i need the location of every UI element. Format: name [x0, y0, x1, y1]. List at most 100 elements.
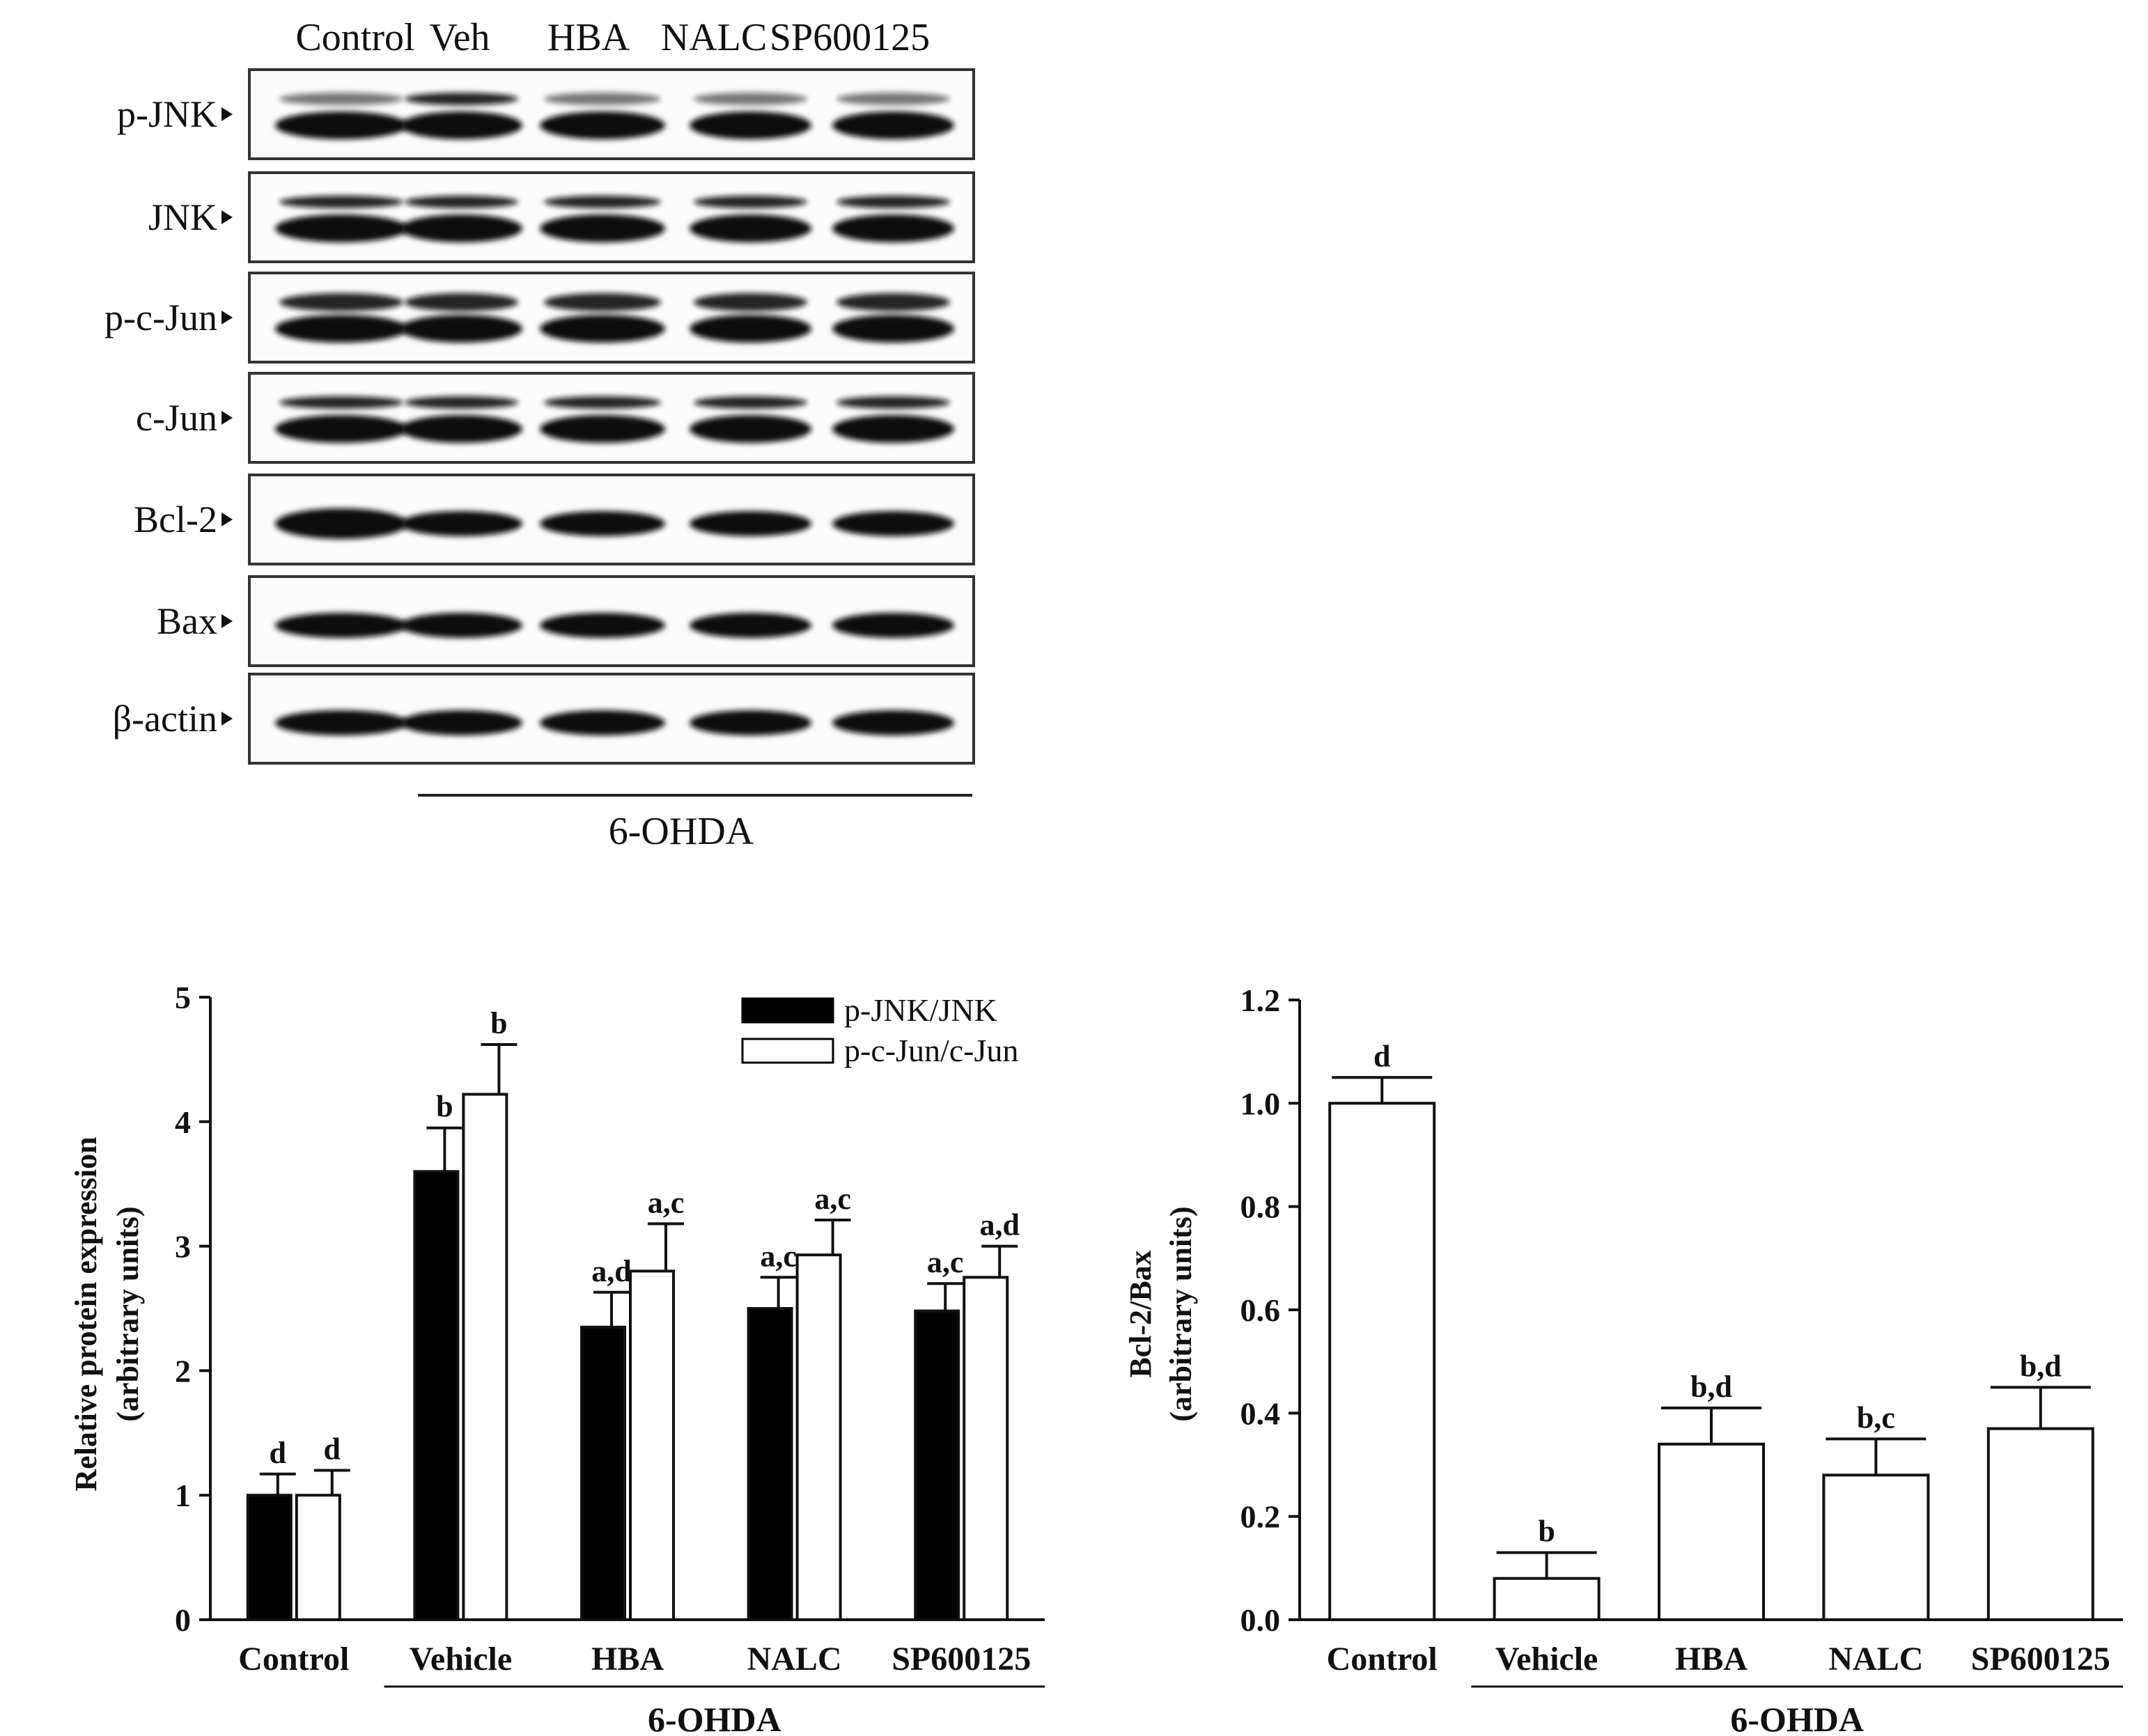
blot-lane-label-nalc: NALC [661, 16, 767, 59]
blot-band [279, 396, 403, 409]
blot-band [694, 93, 807, 105]
blot-lane-label-veh: Veh [429, 16, 490, 59]
blot-band [832, 315, 954, 343]
blot-band [690, 415, 811, 443]
blot-row-label: c-Jun [136, 397, 217, 439]
legend-label-p-jnk: p-JNK/JNK [844, 992, 997, 1028]
y-tick-label: 2 [175, 1353, 191, 1389]
blot-row-p-c-jun: p-c-Jun [104, 272, 975, 363]
chart1-legend: p-JNK/JNK p-c-Jun/c-Jun [741, 992, 1018, 1068]
blot-band [279, 293, 403, 311]
y-tick-label: 0.6 [1240, 1292, 1281, 1328]
blot-band [832, 710, 954, 735]
bar-nalc-p-c-jun-c-jun [795, 1253, 842, 1621]
blot-band [540, 710, 665, 735]
significance-label: a,c [927, 1245, 964, 1279]
x-tick-label-sp600125: SP600125 [1971, 1641, 2110, 1678]
significance-label: b,d [1690, 1370, 1732, 1404]
y-tick-label: 0.8 [1240, 1189, 1281, 1225]
chart1-ylabel-units: (arbitrary units) [111, 1206, 145, 1421]
blot-band [405, 396, 518, 409]
blot-band [832, 111, 954, 139]
arrowhead-icon [221, 107, 233, 121]
blot-row-label: p-c-Jun [104, 297, 217, 338]
bar-sp600125 [1986, 1427, 2094, 1621]
bar-vehicle-p-c-jun-c-jun [462, 1093, 508, 1621]
western-blot: Control Veh HBA NALC SP600125 p-JNK JNK p-c-Ju… [104, 16, 975, 853]
blot-band [690, 613, 811, 638]
bar-nalc-p-jnk-jnk [747, 1307, 793, 1621]
blot-band [400, 315, 522, 343]
significance-label: b [436, 1090, 453, 1124]
chart1-ylabel: Relative protein expression [69, 1136, 103, 1491]
y-tick-label: 1.0 [1240, 1086, 1281, 1121]
y-tick-label: 0.2 [1240, 1499, 1281, 1535]
blot-band [400, 214, 522, 242]
blot-band [694, 396, 807, 409]
y-tick-label: 1.2 [1240, 983, 1281, 1018]
bar-vehicle-p-jnk-jnk [413, 1170, 460, 1621]
blot-band [836, 396, 950, 409]
blot-band [279, 93, 403, 105]
bar-nalc [1822, 1473, 1930, 1621]
blot-band [832, 511, 954, 536]
blot-band [275, 508, 407, 539]
blot-band [275, 415, 407, 443]
blot-lane-labels: Control Veh HBA NALC SP600125 [295, 16, 930, 59]
blot-band [405, 293, 518, 311]
blot-lane-label-control: Control [295, 16, 414, 59]
chart2-axes: 0.0 0.2 0.4 0.6 0.8 1.0 1.2 Control Vehicle HBA NA… [1240, 983, 2123, 1736]
blot-band [544, 293, 661, 311]
chart1-bars: d b a,d a,c a,c d b a,c a,c a,d [246, 1006, 1020, 1622]
x-tick-label-sp600125: SP600125 [892, 1641, 1031, 1678]
blot-band [275, 710, 407, 735]
y-tick-label: 5 [175, 980, 191, 1015]
significance-label: b,c [1857, 1400, 1895, 1434]
arrowhead-icon [221, 311, 233, 324]
arrowhead-icon [221, 712, 233, 726]
significance-label: a,d [979, 1208, 1019, 1242]
y-tick-label: 1 [175, 1478, 191, 1513]
blot-band [694, 293, 807, 311]
blot-row-p-jnk: p-JNK [117, 68, 975, 160]
blot-band [279, 196, 403, 208]
blot-band [400, 613, 522, 638]
blot-lane-label-sp600125: SP600125 [770, 16, 930, 59]
group-label: 6-OHDA [648, 1700, 781, 1733]
y-tick-label: 4 [175, 1104, 191, 1140]
x-tick-label-hba: HBA [1675, 1641, 1748, 1678]
blot-band [540, 511, 665, 536]
legend-label-p-c-jun: p-c-Jun/c-Jun [844, 1033, 1018, 1068]
blot-band [275, 111, 407, 139]
blot-band [690, 511, 811, 536]
blot-row-c-jun: c-Jun [136, 372, 975, 464]
significance-label: d [270, 1436, 286, 1470]
bar-hba-p-jnk-jnk [580, 1325, 626, 1621]
bar-control-p-c-jun-c-jun [295, 1494, 341, 1621]
blot-band [544, 93, 661, 105]
bar-vehicle [1493, 1577, 1601, 1622]
x-tick-label-nalc: NALC [747, 1641, 842, 1678]
bcl2-bax-chart: 0.0 0.2 0.4 0.6 0.8 1.0 1.2 Control Vehicle HBA NA… [1123, 983, 2123, 1736]
bar-sp600125-p-c-jun-c-jun [963, 1276, 1009, 1622]
blot-row-label: Bax [157, 600, 217, 642]
bar-hba-p-c-jun-c-jun [629, 1269, 675, 1621]
blot-band [540, 315, 665, 343]
blot-band [694, 196, 807, 208]
significance-label: a,d [591, 1254, 631, 1288]
blot-band [836, 93, 950, 105]
arrowhead-icon [221, 411, 233, 425]
chart2-ylabel-units: (arbitrary units) [1164, 1206, 1198, 1421]
blot-row-label: β-actin [113, 698, 217, 740]
blot-band [544, 196, 661, 208]
x-tick-label-nalc: NALC [1828, 1641, 1923, 1678]
bar-hba [1658, 1442, 1765, 1621]
group-label: 6-OHDA [1730, 1700, 1864, 1733]
blot-band [400, 415, 522, 443]
blot-band [832, 613, 954, 638]
blot-treatment-label: 6-OHDA [609, 810, 754, 853]
blot-row-jnk: JNK [148, 171, 975, 263]
blot-rows: p-JNK JNK p-c-Jun c-Jun Bcl-2 Bax β-actin [104, 68, 975, 765]
arrowhead-icon [221, 513, 233, 526]
